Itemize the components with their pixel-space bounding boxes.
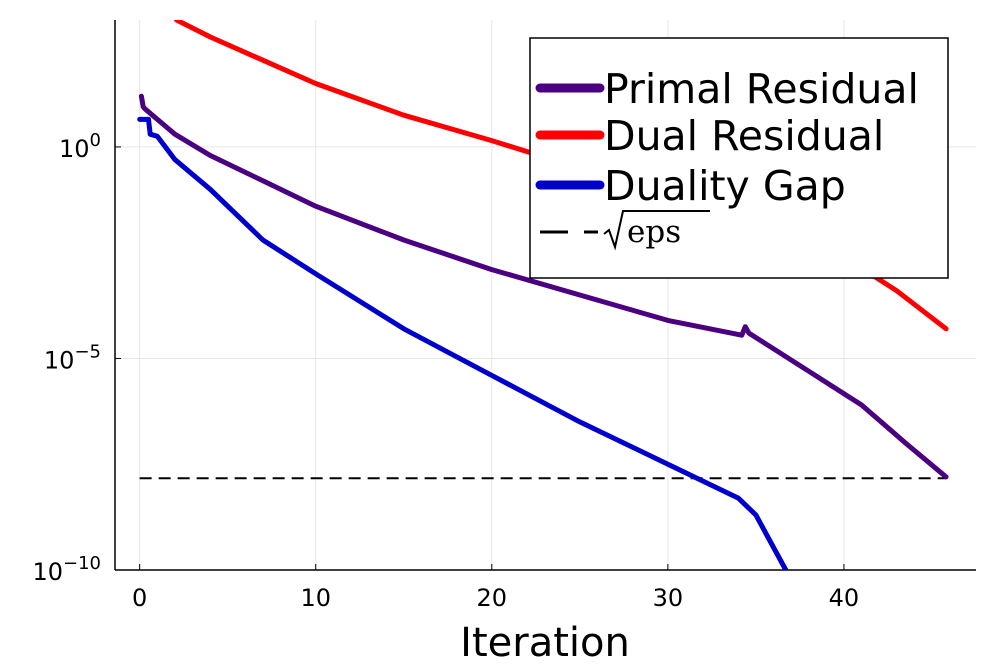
sqrt-symbol-icon: [603, 210, 710, 251]
x-tick-label: 40: [829, 584, 860, 612]
y-tick-label: 10−10: [32, 553, 101, 586]
legend-label: Dual Residual: [604, 112, 884, 160]
legend-label: Primal Residual: [604, 65, 919, 113]
x-tick-label: 10: [300, 584, 331, 612]
x-tick-label: 20: [477, 584, 508, 612]
x-tick-label: 30: [653, 584, 684, 612]
ticks: 0 10 20 30 40 100 10−5 10−10: [32, 130, 859, 612]
y-tick-label: 10−5: [44, 341, 101, 374]
legend-label-eps: eps: [627, 214, 681, 250]
y-tick-label: 100: [59, 130, 101, 163]
x-tick-label: 0: [132, 584, 147, 612]
series-line-primal-residual: [138, 93, 949, 480]
axes: [114, 20, 976, 571]
legend-box: [529, 37, 949, 279]
legend-label: Duality Gap: [604, 162, 846, 210]
x-axis-title: Iteration: [460, 620, 630, 664]
series-line-duality-gap: [137, 116, 789, 570]
